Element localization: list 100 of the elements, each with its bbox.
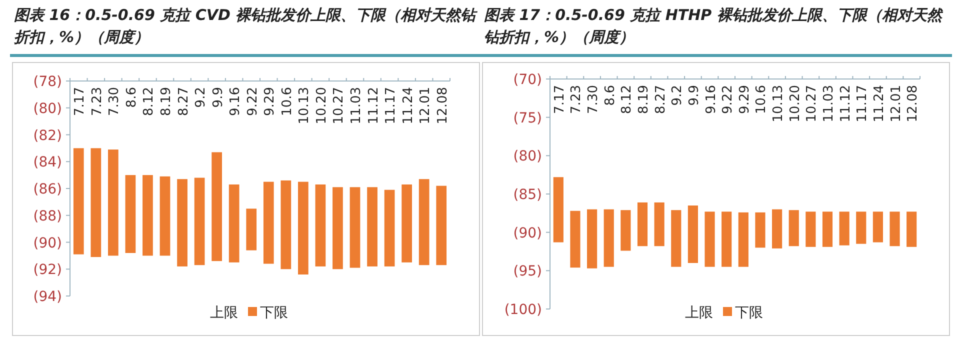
x-tick-label: 10.13	[771, 85, 786, 122]
y-tick-label: (88)	[33, 208, 62, 224]
bar	[822, 212, 833, 247]
bar	[228, 184, 240, 262]
bar	[570, 210, 580, 268]
y-tick-label: (90)	[513, 225, 542, 242]
bar	[806, 212, 816, 247]
x-tick-label: 11.24	[872, 85, 887, 122]
x-tick-label: 11.03	[349, 87, 364, 124]
bar	[671, 210, 682, 267]
x-tick-label: 9.2	[194, 87, 209, 108]
bar	[332, 187, 343, 270]
bar	[280, 180, 292, 270]
x-tick-label: 8.12	[142, 87, 157, 116]
x-tick-label: 11.24	[400, 87, 416, 124]
text: 上限	[210, 305, 238, 321]
x-tick-label: 8.19	[636, 85, 652, 114]
x-tick-label: 9.16	[228, 87, 244, 116]
x-tick-label: 11.03	[822, 85, 836, 122]
x-tick-label: 9.22	[720, 85, 736, 114]
bar	[890, 212, 900, 246]
bar	[856, 212, 866, 244]
y-tick-label: (78)	[33, 74, 62, 90]
bar	[620, 210, 631, 251]
chart-title: 图表 16：0.5-0.69 克拉 CVD 裸钻批发价上限、下限（相对天然钻折扣，%）（周度）	[14, 5, 478, 48]
x-tick-label: 7.23	[569, 85, 584, 114]
bar	[194, 178, 205, 266]
bar	[73, 148, 84, 254]
x-tick-label: 11.12	[838, 85, 854, 122]
bar	[637, 202, 648, 246]
y-tick-label: (82)	[33, 128, 62, 144]
bar	[772, 209, 782, 248]
bar	[418, 179, 430, 266]
x-tick-label: 11.17	[384, 87, 399, 124]
y-tick-label: (100)	[504, 302, 542, 318]
x-tick-label: 8.6	[124, 87, 140, 108]
x-tick-label: 8.6	[602, 85, 618, 106]
annotation: 上限	[685, 305, 713, 321]
x-tick-label: 8.27	[653, 85, 668, 114]
y-tick-label: (75)	[513, 110, 542, 126]
y-tick-label: (70)	[513, 72, 542, 88]
bar	[108, 150, 118, 256]
x-tick-label: 10.13	[297, 87, 312, 124]
bar	[177, 179, 188, 266]
y-tick-label: (90)	[33, 235, 62, 252]
bar	[587, 209, 598, 268]
x-tick-label: 11.17	[855, 85, 870, 122]
bar	[315, 184, 326, 266]
bar	[90, 148, 102, 258]
legend-label: 下限	[735, 305, 763, 321]
bar	[350, 187, 360, 268]
bar	[872, 212, 883, 242]
bar	[738, 212, 748, 267]
x-tick-label: 7.23	[90, 87, 105, 116]
y-tick-label: (85)	[513, 187, 542, 203]
x-tick-label: 12.01	[888, 85, 904, 122]
y-tick-label: (94)	[33, 289, 62, 305]
x-tick-label: 9.9	[210, 87, 226, 108]
bar	[906, 212, 917, 247]
x-tick-label: 9.9	[686, 85, 702, 106]
chart-title: 图表 17：0.5-0.69 克拉 HTHP 裸钻批发价上限、下限（相对天然钻折扣，%）（周度）	[484, 5, 944, 48]
x-tick-label: 7.30	[586, 85, 602, 114]
bar	[246, 208, 257, 250]
bar	[654, 202, 664, 246]
bar	[125, 175, 136, 253]
y-tick-label: (86)	[33, 182, 62, 198]
bar	[755, 212, 766, 248]
bar	[688, 206, 698, 263]
x-tick-label: 10.27	[804, 85, 820, 122]
bar	[212, 152, 222, 262]
x-tick-label: 9.16	[704, 85, 719, 114]
x-tick-label: 11.12	[366, 87, 382, 124]
x-tick-label: 12.01	[418, 87, 434, 124]
y-tick-label: (80)	[33, 100, 62, 117]
bar	[263, 182, 274, 264]
bar	[142, 175, 153, 256]
bar	[160, 176, 170, 256]
x-tick-label: 10.20	[788, 85, 803, 122]
bar	[604, 209, 614, 267]
y-tick-label: (80)	[513, 148, 542, 165]
x-tick-label: 9.29	[737, 85, 752, 114]
bar	[367, 187, 378, 266]
bar	[402, 184, 412, 262]
x-tick-label: 9.29	[262, 87, 278, 116]
x-tick-label: 9.22	[245, 87, 260, 116]
bar	[553, 177, 564, 242]
bar	[788, 210, 799, 246]
bar	[839, 212, 850, 246]
bar	[704, 212, 715, 267]
x-tick-label: 10.27	[332, 87, 347, 124]
x-tick-label: 8.19	[159, 87, 174, 116]
x-tick-label: 12.08	[435, 87, 450, 124]
x-tick-label: 12.08	[906, 85, 921, 122]
x-tick-label: 8.12	[620, 85, 635, 114]
x-tick-label: 10.6	[280, 87, 295, 116]
y-tick-label: (92)	[33, 262, 62, 278]
bar	[722, 212, 732, 267]
x-tick-label: 9.2	[670, 85, 686, 106]
bar	[436, 186, 447, 266]
y-tick-label: (95)	[513, 264, 542, 280]
